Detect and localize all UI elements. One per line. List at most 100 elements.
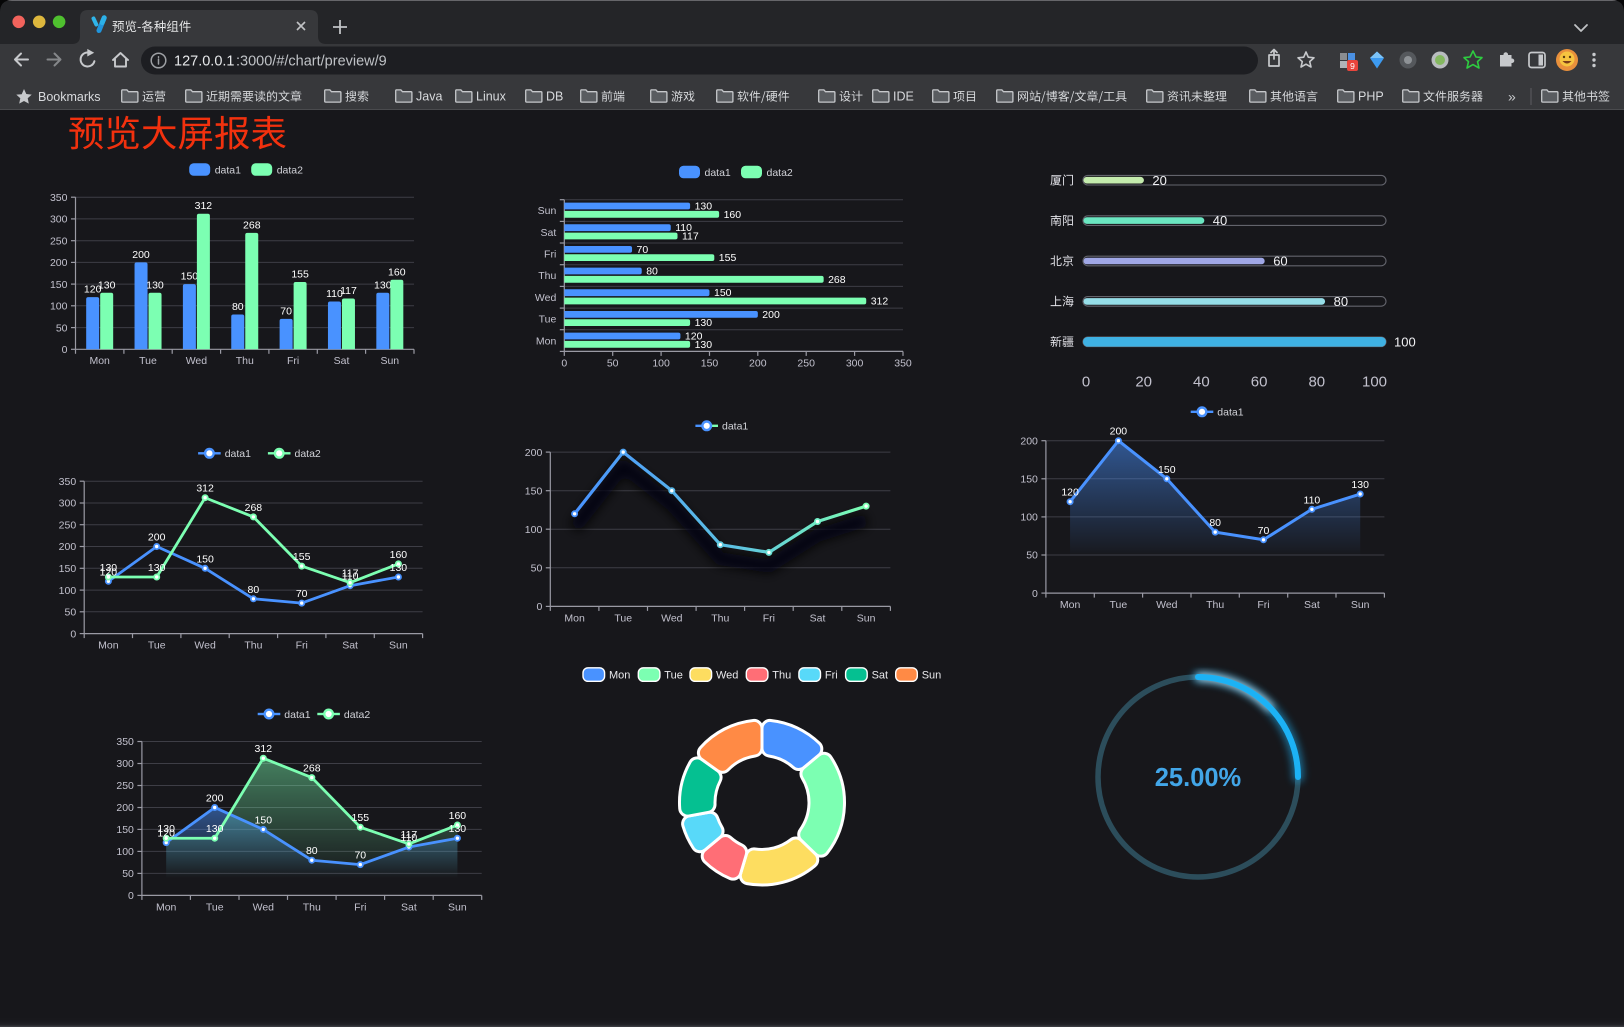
- svg-text:IDE: IDE: [893, 90, 914, 104]
- svg-text:150: 150: [196, 553, 214, 565]
- svg-text:150: 150: [701, 357, 719, 369]
- svg-text:150: 150: [714, 287, 732, 299]
- svg-text:70: 70: [637, 244, 649, 256]
- svg-text:Linux: Linux: [476, 90, 507, 104]
- svg-text:0: 0: [1082, 374, 1090, 391]
- svg-text:40: 40: [1213, 213, 1227, 228]
- svg-text:Wed: Wed: [194, 640, 216, 652]
- svg-text:Fri: Fri: [825, 669, 838, 681]
- svg-text:312: 312: [196, 483, 214, 495]
- svg-text:Mon: Mon: [98, 640, 119, 652]
- svg-text:150: 150: [116, 824, 134, 836]
- svg-text:Java: Java: [416, 90, 442, 104]
- svg-text:312: 312: [195, 200, 213, 212]
- svg-text:0: 0: [561, 357, 567, 369]
- svg-text:130: 130: [100, 562, 118, 574]
- svg-text:250: 250: [116, 780, 134, 792]
- svg-text:117: 117: [682, 231, 699, 243]
- svg-text:117: 117: [340, 285, 357, 297]
- svg-text:120: 120: [1061, 487, 1079, 499]
- svg-text:50: 50: [65, 607, 77, 619]
- svg-text:Tue: Tue: [539, 314, 557, 326]
- svg-text:50: 50: [56, 322, 68, 334]
- svg-text:50: 50: [607, 357, 619, 369]
- svg-text:Sun: Sun: [538, 205, 557, 217]
- svg-text:312: 312: [255, 743, 273, 755]
- svg-text:Fri: Fri: [1257, 599, 1269, 611]
- svg-text:Sat: Sat: [810, 612, 826, 624]
- svg-text:150: 150: [59, 563, 77, 575]
- svg-text:268: 268: [245, 502, 263, 514]
- svg-text:40: 40: [1193, 374, 1210, 391]
- svg-text:60: 60: [1251, 374, 1268, 391]
- svg-text:Fri: Fri: [296, 640, 308, 652]
- svg-text:Tue: Tue: [148, 640, 166, 652]
- svg-text:Tue: Tue: [206, 901, 224, 913]
- svg-text:200: 200: [525, 447, 543, 459]
- svg-text:100: 100: [116, 846, 134, 858]
- svg-text:160: 160: [388, 266, 406, 278]
- svg-text:120: 120: [157, 828, 175, 840]
- svg-text:130: 130: [374, 279, 392, 291]
- svg-text:0: 0: [536, 601, 542, 613]
- svg-text:Sat: Sat: [541, 227, 557, 239]
- svg-text:Sun: Sun: [448, 901, 467, 913]
- svg-text:Sun: Sun: [380, 355, 399, 367]
- svg-text:data1: data1: [705, 167, 731, 179]
- svg-text:60: 60: [1273, 254, 1287, 269]
- svg-text:data1: data1: [284, 709, 310, 721]
- svg-text:117: 117: [401, 829, 418, 841]
- svg-text:70: 70: [280, 305, 292, 317]
- svg-text:130: 130: [390, 562, 408, 574]
- svg-text:268: 268: [303, 763, 321, 775]
- svg-text:50: 50: [1026, 550, 1038, 562]
- svg-text:50: 50: [531, 563, 543, 575]
- svg-text:300: 300: [50, 214, 68, 226]
- svg-text:120: 120: [100, 566, 118, 578]
- svg-text:200: 200: [1110, 426, 1128, 438]
- svg-text:80: 80: [646, 266, 658, 278]
- svg-text:130: 130: [206, 823, 224, 835]
- svg-text:200: 200: [59, 541, 77, 553]
- svg-text:Sun: Sun: [1351, 599, 1370, 611]
- svg-text:100: 100: [652, 357, 670, 369]
- svg-text:200: 200: [132, 249, 150, 261]
- svg-text:80: 80: [1308, 374, 1325, 391]
- svg-text:312: 312: [871, 296, 889, 308]
- svg-text:110: 110: [401, 832, 418, 844]
- svg-text:Wed: Wed: [1156, 599, 1178, 611]
- svg-text:Sun: Sun: [857, 612, 876, 624]
- svg-text:120: 120: [84, 284, 102, 296]
- svg-text:150: 150: [50, 279, 68, 291]
- svg-text:Thu: Thu: [711, 612, 729, 624]
- svg-text:120: 120: [685, 331, 703, 343]
- svg-text:Wed: Wed: [661, 612, 683, 624]
- svg-text:130: 130: [695, 317, 713, 329]
- svg-text:data2: data2: [344, 709, 370, 721]
- svg-text:100: 100: [525, 524, 543, 536]
- svg-text:»: »: [1508, 89, 1516, 105]
- svg-text:20: 20: [1135, 374, 1152, 391]
- svg-text:0: 0: [1032, 588, 1038, 600]
- svg-text:155: 155: [352, 812, 370, 824]
- svg-text:data1: data1: [225, 448, 251, 460]
- svg-text:300: 300: [846, 357, 864, 369]
- svg-text:Mon: Mon: [564, 612, 585, 624]
- svg-text:Mon: Mon: [609, 669, 630, 681]
- svg-text:300: 300: [59, 498, 77, 510]
- svg-text:0: 0: [62, 344, 68, 356]
- svg-text:160: 160: [449, 810, 467, 822]
- svg-text:Wed: Wed: [535, 292, 557, 304]
- svg-text:Wed: Wed: [253, 901, 275, 913]
- svg-text:Thu: Thu: [303, 901, 321, 913]
- svg-text:200: 200: [50, 257, 68, 269]
- svg-text:160: 160: [724, 209, 742, 221]
- svg-text:130: 130: [148, 562, 166, 574]
- svg-text:100: 100: [1020, 512, 1038, 524]
- svg-text:Mon: Mon: [89, 355, 110, 367]
- svg-text:data2: data2: [295, 448, 321, 460]
- svg-text:200: 200: [749, 357, 767, 369]
- svg-text:150: 150: [181, 271, 199, 283]
- svg-text:350: 350: [59, 476, 77, 488]
- svg-text:200: 200: [762, 309, 780, 321]
